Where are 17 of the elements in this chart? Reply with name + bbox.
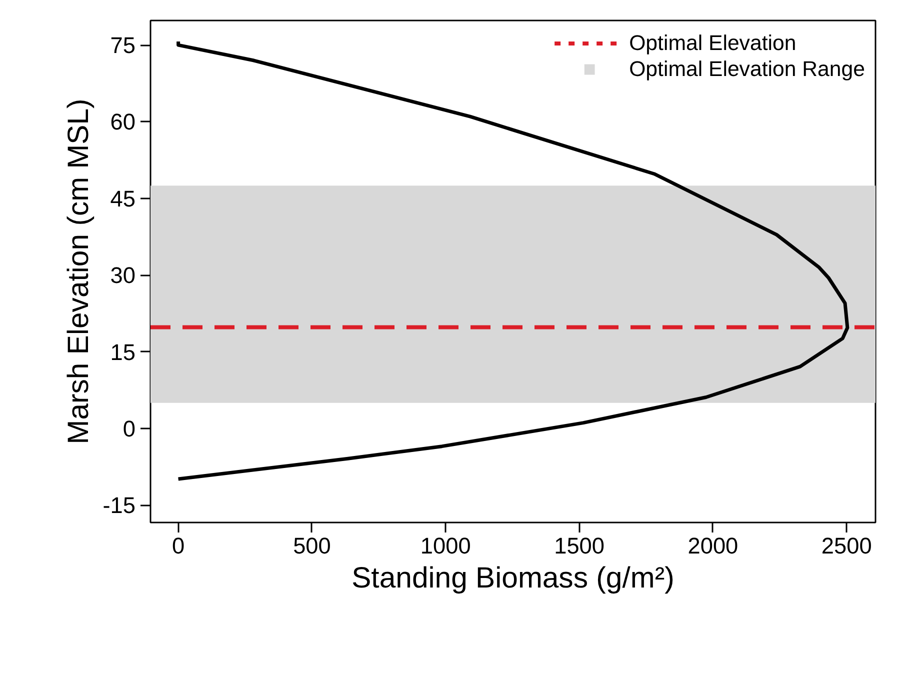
y-axis-title: Marsh Elevation (cm MSL)	[62, 98, 95, 444]
x-tick-label: 1000	[420, 532, 471, 558]
x-axis-title: Standing Biomass (g/m²)	[352, 562, 674, 594]
y-tick-label: 60	[110, 108, 136, 135]
x-tick-label: 0	[172, 532, 185, 558]
legend-label: Optimal Elevation	[629, 30, 796, 56]
x-tick-label: 2500	[821, 532, 872, 558]
y-tick-label: 15	[110, 338, 136, 365]
y-tick-label: 30	[110, 262, 136, 288]
y-tick-label: 75	[110, 32, 136, 58]
y-tick-label: -15	[102, 492, 136, 518]
y-tick-label: 0	[122, 415, 136, 442]
y-tick-label: 45	[110, 185, 136, 212]
x-tick-label: 1500	[554, 532, 605, 558]
x-tick-label: 500	[293, 532, 331, 558]
legend-label: Optimal Elevation Range	[629, 56, 865, 82]
x-tick-label: 2000	[688, 532, 738, 558]
